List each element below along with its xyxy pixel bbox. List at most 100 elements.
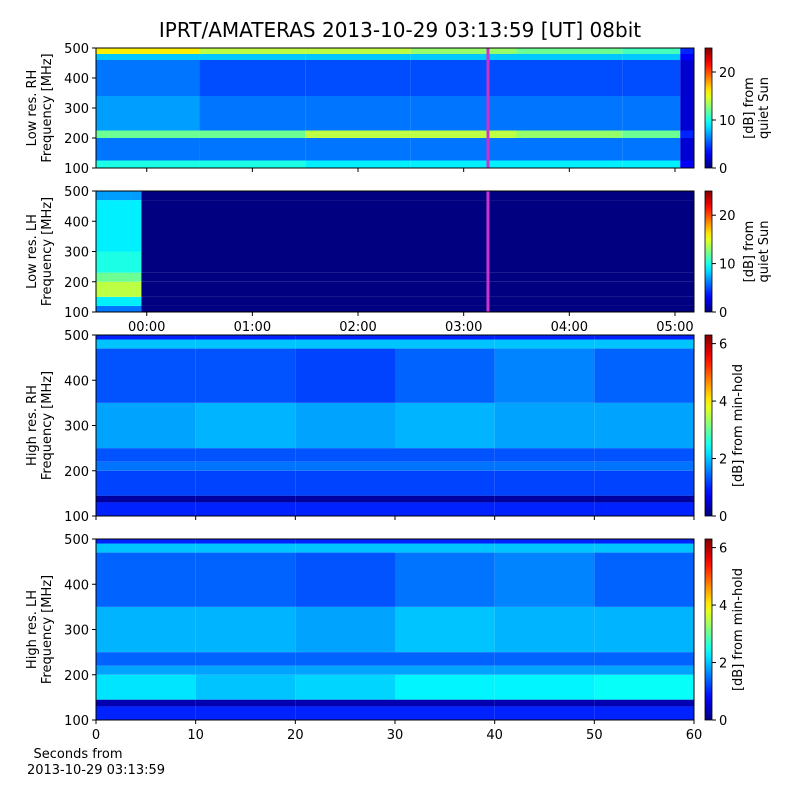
heat-cell bbox=[594, 448, 694, 462]
heat-cell bbox=[395, 543, 495, 553]
heat-cell bbox=[295, 348, 395, 403]
heat-cell bbox=[96, 470, 196, 496]
heat-cell bbox=[594, 699, 694, 707]
y-tick-label: 400 bbox=[64, 215, 89, 230]
colorbar-tick-label: 20 bbox=[719, 66, 736, 81]
heat-cell bbox=[96, 339, 196, 349]
colorbar-tick-label: 10 bbox=[719, 114, 736, 129]
heat-cell bbox=[494, 652, 595, 666]
heat-cell bbox=[141, 191, 694, 201]
heat-cell bbox=[494, 502, 595, 516]
heat-cell bbox=[295, 665, 395, 675]
heat-cell bbox=[305, 48, 411, 54]
x-tick-label: 00:00 bbox=[128, 320, 165, 335]
y-tick-label: 400 bbox=[64, 72, 89, 87]
heat-cell bbox=[494, 470, 595, 496]
y-axis-label: Frequency [MHz] bbox=[40, 575, 55, 684]
heat-cell bbox=[305, 54, 411, 60]
heat-cell bbox=[141, 305, 694, 312]
x-tick-label: 04:00 bbox=[551, 320, 588, 335]
y-tick-label: 500 bbox=[64, 533, 89, 548]
heat-cell bbox=[295, 335, 395, 340]
heat-cell bbox=[295, 674, 395, 700]
y-tick-label: 400 bbox=[64, 374, 89, 389]
y-tick-label: 500 bbox=[64, 42, 89, 57]
heat-cell bbox=[395, 335, 495, 340]
heat-cell bbox=[494, 461, 595, 471]
heat-cell bbox=[680, 54, 694, 60]
heat-cell bbox=[494, 674, 595, 700]
heat-cell bbox=[594, 335, 694, 340]
heat-cell bbox=[494, 699, 595, 707]
heat-cell bbox=[141, 251, 694, 273]
heat-cell bbox=[195, 652, 296, 666]
heat-cell bbox=[199, 48, 306, 54]
y-tick-label: 200 bbox=[64, 276, 89, 291]
heat-cell bbox=[494, 606, 595, 653]
colorbar-label: [dB] from min-hold bbox=[731, 364, 746, 487]
heat-cell bbox=[494, 402, 595, 449]
x-tick-label: 40 bbox=[486, 728, 503, 743]
heat-cell bbox=[516, 54, 623, 60]
x-tick-label: 0 bbox=[92, 728, 100, 743]
heat-cell bbox=[195, 706, 296, 720]
heat-cell bbox=[594, 348, 694, 403]
heat-cell bbox=[305, 60, 411, 96]
heat-cell bbox=[295, 606, 395, 653]
heat-cell bbox=[494, 348, 595, 403]
colorbar-tick-label: 0 bbox=[719, 714, 727, 729]
heat-cell bbox=[594, 543, 694, 553]
colorbar-label: [dB] from bbox=[742, 221, 757, 283]
y-tick-label: 300 bbox=[64, 102, 89, 117]
x-tick-label: 05:00 bbox=[656, 320, 693, 335]
heat-cell bbox=[295, 470, 395, 496]
x-axis-label: Seconds from bbox=[33, 747, 122, 762]
heat-cell bbox=[96, 251, 142, 273]
heat-cell bbox=[96, 48, 200, 54]
colorbar-tick-label: 4 bbox=[719, 599, 727, 614]
y-axis-label: Frequency [MHz] bbox=[40, 197, 55, 306]
colorbar-label: [dB] from min-hold bbox=[731, 568, 746, 691]
heat-cell bbox=[295, 402, 395, 449]
heat-cell bbox=[195, 335, 296, 340]
heat-cell bbox=[295, 706, 395, 720]
heat-cell bbox=[395, 652, 495, 666]
heat-cell bbox=[195, 470, 296, 496]
heat-cell bbox=[680, 48, 694, 54]
heat-cell bbox=[594, 339, 694, 349]
heat-cell bbox=[516, 48, 623, 54]
heat-cell bbox=[195, 339, 296, 349]
heat-cell bbox=[96, 674, 196, 700]
heat-cell bbox=[96, 348, 196, 403]
heat-cell bbox=[622, 138, 681, 161]
colorbar-label: quiet Sun bbox=[757, 220, 772, 282]
y-axis-label: High res. RH bbox=[25, 385, 40, 466]
x-tick-label: 30 bbox=[387, 728, 404, 743]
heat-cell bbox=[494, 448, 595, 462]
heat-cell bbox=[295, 339, 395, 349]
y-tick-label: 100 bbox=[64, 306, 89, 321]
heat-cell bbox=[96, 502, 196, 516]
heat-cell bbox=[395, 699, 495, 707]
colorbar-tick-label: 0 bbox=[719, 306, 727, 321]
heat-cell bbox=[680, 60, 694, 96]
heat-cell bbox=[594, 665, 694, 675]
heat-cell bbox=[96, 130, 200, 138]
y-axis-label: Frequency [MHz] bbox=[40, 371, 55, 480]
colorbar-tick-label: 0 bbox=[719, 162, 727, 177]
heat-cell bbox=[96, 402, 196, 449]
x-tick-label: 50 bbox=[586, 728, 603, 743]
heat-cell bbox=[295, 543, 395, 553]
heat-cell bbox=[195, 606, 296, 653]
heat-cell bbox=[195, 552, 296, 607]
colorbar-tick-label: 4 bbox=[719, 395, 727, 410]
heat-cell bbox=[96, 652, 196, 666]
heat-cell bbox=[395, 470, 495, 496]
heat-cell bbox=[96, 160, 200, 168]
heat-cell bbox=[199, 96, 306, 131]
heat-cell bbox=[594, 461, 694, 471]
heat-cell bbox=[395, 502, 495, 516]
heat-cell bbox=[295, 495, 395, 503]
heat-cell bbox=[195, 348, 296, 403]
heat-cell bbox=[622, 54, 681, 60]
